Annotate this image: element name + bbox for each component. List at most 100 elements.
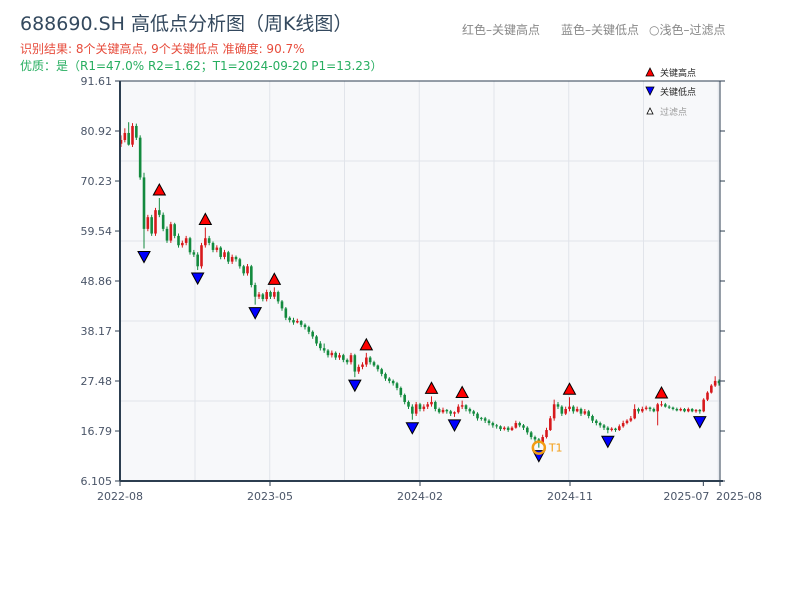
- candle-body: [345, 359, 349, 363]
- candle: [660, 401, 663, 407]
- candle: [184, 235, 188, 246]
- candle-body: [204, 238, 207, 246]
- candle-body: [564, 408, 567, 414]
- candle-body: [671, 407, 675, 409]
- candle: [334, 351, 337, 360]
- legend-blue-key-low: 蓝色–关键低点: [561, 23, 640, 37]
- candle: [123, 128, 127, 143]
- candle-body: [273, 292, 276, 297]
- candle: [188, 236, 192, 255]
- candle-body: [637, 408, 640, 412]
- candle-body: [583, 411, 587, 414]
- candle-body: [598, 423, 602, 426]
- candle: [280, 299, 284, 311]
- candle: [449, 409, 452, 416]
- candle-body: [357, 366, 360, 372]
- candle-body: [652, 408, 656, 412]
- candle: [464, 404, 468, 412]
- candle: [315, 335, 318, 346]
- candle-body: [487, 420, 491, 424]
- key-high-legend-icon: [645, 67, 655, 77]
- candle: [273, 287, 276, 300]
- candle-body: [146, 217, 150, 229]
- candle-body: [372, 362, 376, 366]
- candle-body: [407, 401, 410, 407]
- candle: [384, 372, 387, 381]
- candle-body: [211, 242, 215, 250]
- candle-body: [380, 369, 383, 374]
- candle-body: [207, 238, 211, 243]
- candle: [506, 426, 510, 432]
- candle: [702, 398, 705, 413]
- candle-body: [169, 224, 173, 241]
- candle: [575, 406, 579, 413]
- key-low-marker: [248, 307, 263, 320]
- candle: [560, 405, 564, 416]
- candle: [426, 401, 429, 409]
- candle: [227, 250, 230, 264]
- candle: [614, 427, 617, 432]
- candle: [579, 407, 583, 416]
- candle: [633, 404, 636, 420]
- candle: [495, 423, 498, 429]
- candle-body: [322, 348, 326, 351]
- key-high-marker: [152, 182, 167, 196]
- candle: [713, 376, 717, 387]
- candle-body: [342, 355, 345, 360]
- candle: [257, 292, 261, 300]
- x-tick-label: 2025-08: [716, 490, 762, 503]
- candle: [403, 393, 406, 405]
- candle-body: [265, 292, 268, 300]
- candle: [549, 415, 552, 431]
- candle-body: [587, 411, 590, 416]
- candle: [491, 421, 495, 428]
- candle: [207, 235, 211, 246]
- candle-body: [629, 418, 633, 421]
- candle-body: [161, 214, 165, 229]
- candle: [204, 227, 207, 248]
- candle-body: [660, 404, 663, 406]
- candle: [526, 426, 529, 435]
- candle: [399, 386, 403, 398]
- t1-label: T1: [548, 442, 563, 455]
- candle-body: [625, 420, 629, 424]
- candle-body: [472, 411, 475, 414]
- candle-body: [288, 317, 291, 321]
- candle-body: [506, 427, 510, 431]
- candle: [675, 407, 679, 412]
- candle: [242, 264, 245, 276]
- candle-body: [403, 394, 406, 402]
- candle-body: [330, 352, 334, 356]
- candle-body: [702, 399, 705, 412]
- candle: [127, 122, 130, 146]
- key-high-marker: [359, 337, 374, 351]
- candle-body: [514, 423, 518, 428]
- candle-body: [644, 407, 648, 409]
- filtered-legend-icon: [646, 107, 654, 115]
- candle-body: [460, 405, 464, 407]
- key-low-marker: [447, 419, 462, 432]
- candle-body: [614, 428, 617, 431]
- candle: [376, 364, 380, 372]
- candle: [618, 424, 621, 431]
- candle-body: [529, 432, 533, 438]
- key-low-marker: [405, 422, 420, 435]
- candle: [595, 419, 598, 426]
- candle-body: [250, 266, 253, 286]
- candle-body: [368, 357, 372, 363]
- candle-body: [253, 285, 257, 297]
- candle: [522, 423, 525, 431]
- candle: [591, 414, 594, 424]
- candle-body: [633, 408, 636, 419]
- candle: [303, 323, 307, 330]
- candle-body: [641, 408, 644, 412]
- candle: [710, 384, 713, 394]
- candle-body: [150, 217, 153, 234]
- candle: [395, 381, 399, 391]
- candle: [169, 221, 173, 243]
- candle-body: [595, 420, 598, 424]
- candle-body: [591, 415, 594, 421]
- candle: [238, 257, 242, 269]
- candle: [246, 263, 249, 276]
